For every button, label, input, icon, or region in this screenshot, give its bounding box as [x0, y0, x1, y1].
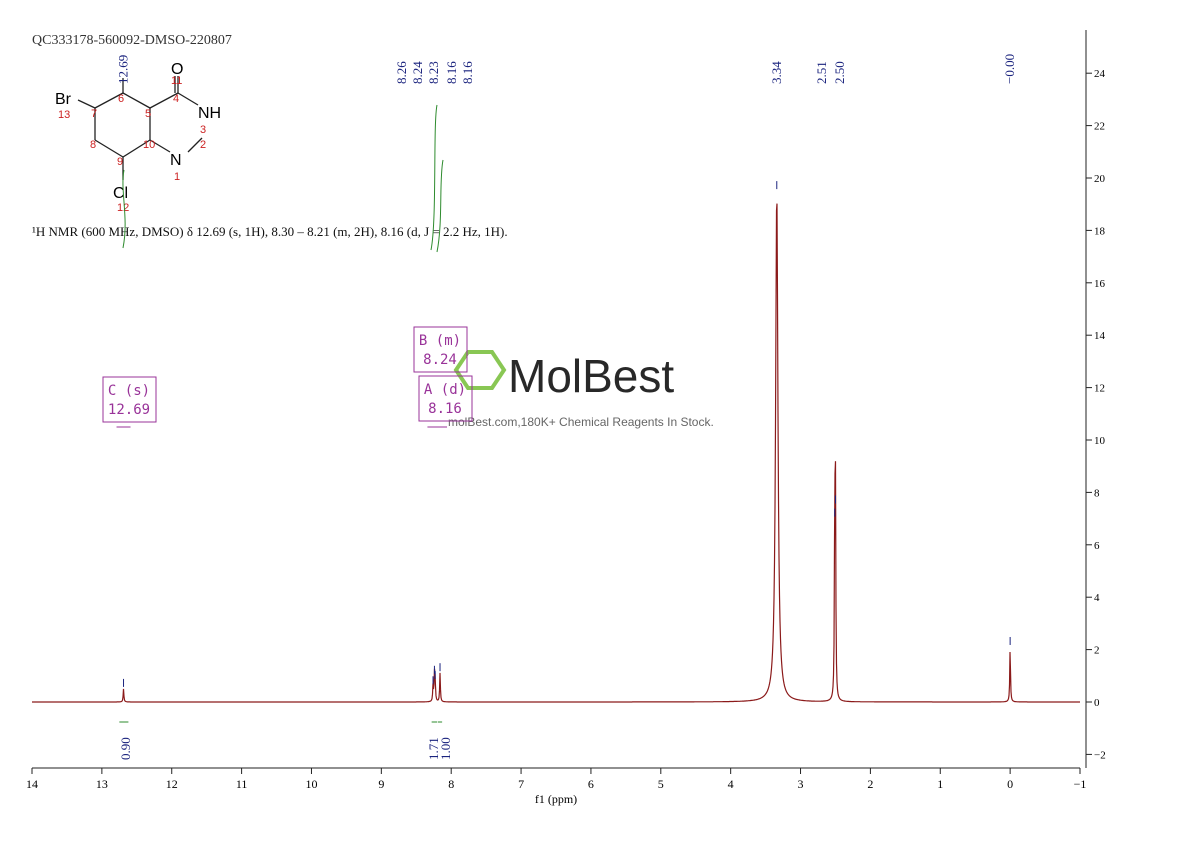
svg-text:Br: Br [55, 91, 72, 108]
multiplet-name: C (s) [108, 383, 150, 399]
peak-label: 8.23 [426, 61, 441, 84]
svg-text:molBest.com,180K+ Chemical Rea: molBest.com,180K+ Chemical Reagents In S… [448, 415, 714, 429]
svg-text:7: 7 [91, 108, 97, 120]
svg-text:2: 2 [200, 139, 206, 151]
x-tick-label: 1 [937, 777, 943, 791]
multiplet-shift: 8.24 [423, 352, 457, 368]
y-tick-label: 24 [1094, 68, 1106, 80]
x-tick-label: 2 [867, 777, 873, 791]
peak-label: 2.51 [814, 61, 829, 84]
svg-text:13: 13 [58, 109, 70, 121]
integral-value: 0.90 [118, 737, 133, 760]
integral-value: 1.71 [426, 737, 441, 760]
svg-text:5: 5 [145, 108, 151, 120]
y-tick-label: 16 [1094, 278, 1106, 290]
multiplet-name: A (d) [424, 382, 466, 398]
svg-text:Cl: Cl [113, 185, 128, 202]
multiplet-box [102, 376, 157, 423]
integral-value: 1.00 [438, 737, 453, 760]
peak-label: 8.16 [460, 61, 475, 84]
multiplet-name: B (m) [419, 333, 461, 349]
integral-curve [122, 169, 126, 249]
x-tick-label: 10 [305, 777, 317, 791]
svg-text:11: 11 [171, 75, 182, 87]
peak-label: 12.69 [116, 55, 131, 84]
y-tick-label: −2 [1094, 749, 1106, 761]
y-tick-label: 12 [1094, 383, 1105, 395]
peak-label: 8.16 [444, 61, 459, 84]
x-tick-label: 8 [448, 777, 454, 791]
y-tick-label: 10 [1094, 435, 1106, 447]
svg-text:O: O [171, 61, 183, 78]
y-tick-label: 0 [1094, 697, 1100, 709]
integral-curve [436, 159, 444, 253]
x-tick-label: 4 [728, 777, 734, 791]
x-axis-label: f1 (ppm) [535, 792, 577, 806]
multiplet-box [418, 375, 473, 422]
svg-text:9: 9 [117, 156, 123, 168]
x-tick-label: 5 [658, 777, 664, 791]
integral-curve [430, 104, 438, 251]
multiplet-shift: 8.16 [428, 401, 462, 417]
svg-text:4: 4 [173, 93, 179, 105]
svg-text:NH: NH [198, 105, 221, 122]
x-tick-label: −1 [1074, 777, 1087, 791]
svg-text:12: 12 [117, 202, 129, 214]
y-tick-label: 14 [1094, 330, 1106, 342]
multiplet-box [413, 326, 468, 373]
y-tick-label: 8 [1094, 487, 1100, 499]
x-tick-label: 0 [1007, 777, 1013, 791]
sample-id: QC333178-560092-DMSO-220807 [32, 33, 232, 48]
peak-label: 2.50 [832, 61, 847, 84]
peak-label: 8.24 [410, 61, 425, 84]
svg-text:8: 8 [90, 139, 96, 151]
y-tick-label: 6 [1094, 540, 1100, 552]
x-tick-label: 9 [378, 777, 384, 791]
y-tick-label: 18 [1094, 225, 1106, 237]
y-tick-label: 22 [1094, 121, 1105, 133]
peak-label: 3.34 [769, 61, 784, 84]
x-tick-label: 6 [588, 777, 594, 791]
svg-text:N: N [170, 152, 182, 169]
watermark: MolBest molBest.com,180K+ Chemical Reage… [448, 350, 714, 429]
nmr-description: ¹H NMR (600 MHz, DMSO) δ 12.69 (s, 1H), … [32, 224, 508, 239]
peak-label: 8.26 [394, 61, 409, 84]
svg-text:3: 3 [200, 124, 206, 136]
y-tick-label: 2 [1094, 645, 1100, 657]
x-tick-label: 14 [26, 777, 38, 791]
spectrum-line [32, 203, 1080, 703]
svg-text:6: 6 [118, 93, 124, 105]
svg-text:10: 10 [143, 139, 155, 151]
x-tick-label: 12 [166, 777, 178, 791]
y-tick-label: 4 [1094, 592, 1100, 604]
svg-text:1: 1 [174, 171, 180, 183]
multiplet-shift: 12.69 [108, 402, 150, 418]
peak-label: −0.00 [1002, 54, 1017, 84]
y-tick-label: 20 [1094, 173, 1106, 185]
x-tick-label: 3 [798, 777, 804, 791]
x-tick-label: 7 [518, 777, 524, 791]
x-tick-label: 11 [236, 777, 248, 791]
x-tick-label: 13 [96, 777, 108, 791]
svg-text:MolBest: MolBest [508, 350, 674, 402]
